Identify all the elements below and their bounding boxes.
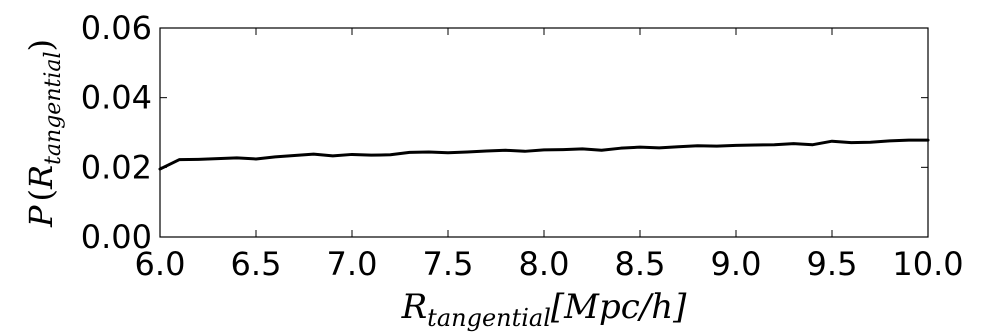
x-tick-label: 9.0 bbox=[711, 245, 762, 283]
x-tick-label: 8.5 bbox=[615, 245, 666, 283]
y-axis-label-close-paren: ) bbox=[22, 39, 60, 51]
y-axis-label-subscript: tangential bbox=[41, 51, 66, 164]
x-axis-label-subscript: tangential bbox=[427, 304, 551, 332]
plot-frame bbox=[159, 27, 929, 238]
x-axis-label: Rtangential[Mpc/h] bbox=[401, 287, 688, 332]
x-tick-label: 6.5 bbox=[231, 245, 282, 283]
y-axis-label-main: P bbox=[22, 205, 60, 228]
x-axis: 6.0 6.5 7.0 7.5 8.0 8.5 9.0 9.5 10.0 bbox=[135, 28, 964, 283]
y-axis-label: P (Rtangential) bbox=[22, 39, 66, 228]
x-tick-label: 10.0 bbox=[892, 245, 963, 283]
plot-area bbox=[158, 27, 930, 238]
x-tick-label: 7.5 bbox=[423, 245, 474, 283]
x-tick-label: 8.0 bbox=[519, 245, 570, 283]
series-line bbox=[158, 138, 930, 171]
y-tick-label: 0.00 bbox=[81, 218, 152, 256]
y-axis-label-inner: R bbox=[22, 165, 60, 190]
x-tick-label: 7.0 bbox=[327, 245, 378, 283]
y-tick-label: 0.06 bbox=[81, 9, 152, 47]
y-tick-label: 0.02 bbox=[81, 148, 152, 186]
x-axis-label-unit: [Mpc/h] bbox=[551, 287, 687, 327]
x-tick-label: 9.5 bbox=[807, 245, 858, 283]
y-axis: 0.00 0.02 0.04 0.06 bbox=[81, 9, 928, 256]
y-tick-label: 0.04 bbox=[81, 79, 152, 117]
x-tick-label: 6.0 bbox=[135, 245, 186, 283]
y-axis-label-open-paren: ( bbox=[22, 189, 60, 201]
x-axis-label-main: R bbox=[401, 287, 428, 327]
